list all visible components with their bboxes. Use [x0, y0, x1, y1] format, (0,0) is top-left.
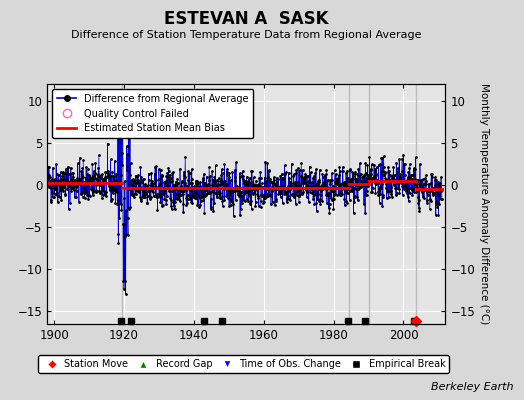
Legend: Difference from Regional Average, Quality Control Failed, Estimated Station Mean: Difference from Regional Average, Qualit…: [52, 89, 254, 138]
Text: Difference of Station Temperature Data from Regional Average: Difference of Station Temperature Data f…: [71, 30, 421, 40]
Y-axis label: Monthly Temperature Anomaly Difference (°C): Monthly Temperature Anomaly Difference (…: [479, 83, 489, 325]
Legend: Station Move, Record Gap, Time of Obs. Change, Empirical Break: Station Move, Record Gap, Time of Obs. C…: [38, 355, 449, 373]
Text: Berkeley Earth: Berkeley Earth: [431, 382, 514, 392]
Text: ESTEVAN A  SASK: ESTEVAN A SASK: [164, 10, 329, 28]
